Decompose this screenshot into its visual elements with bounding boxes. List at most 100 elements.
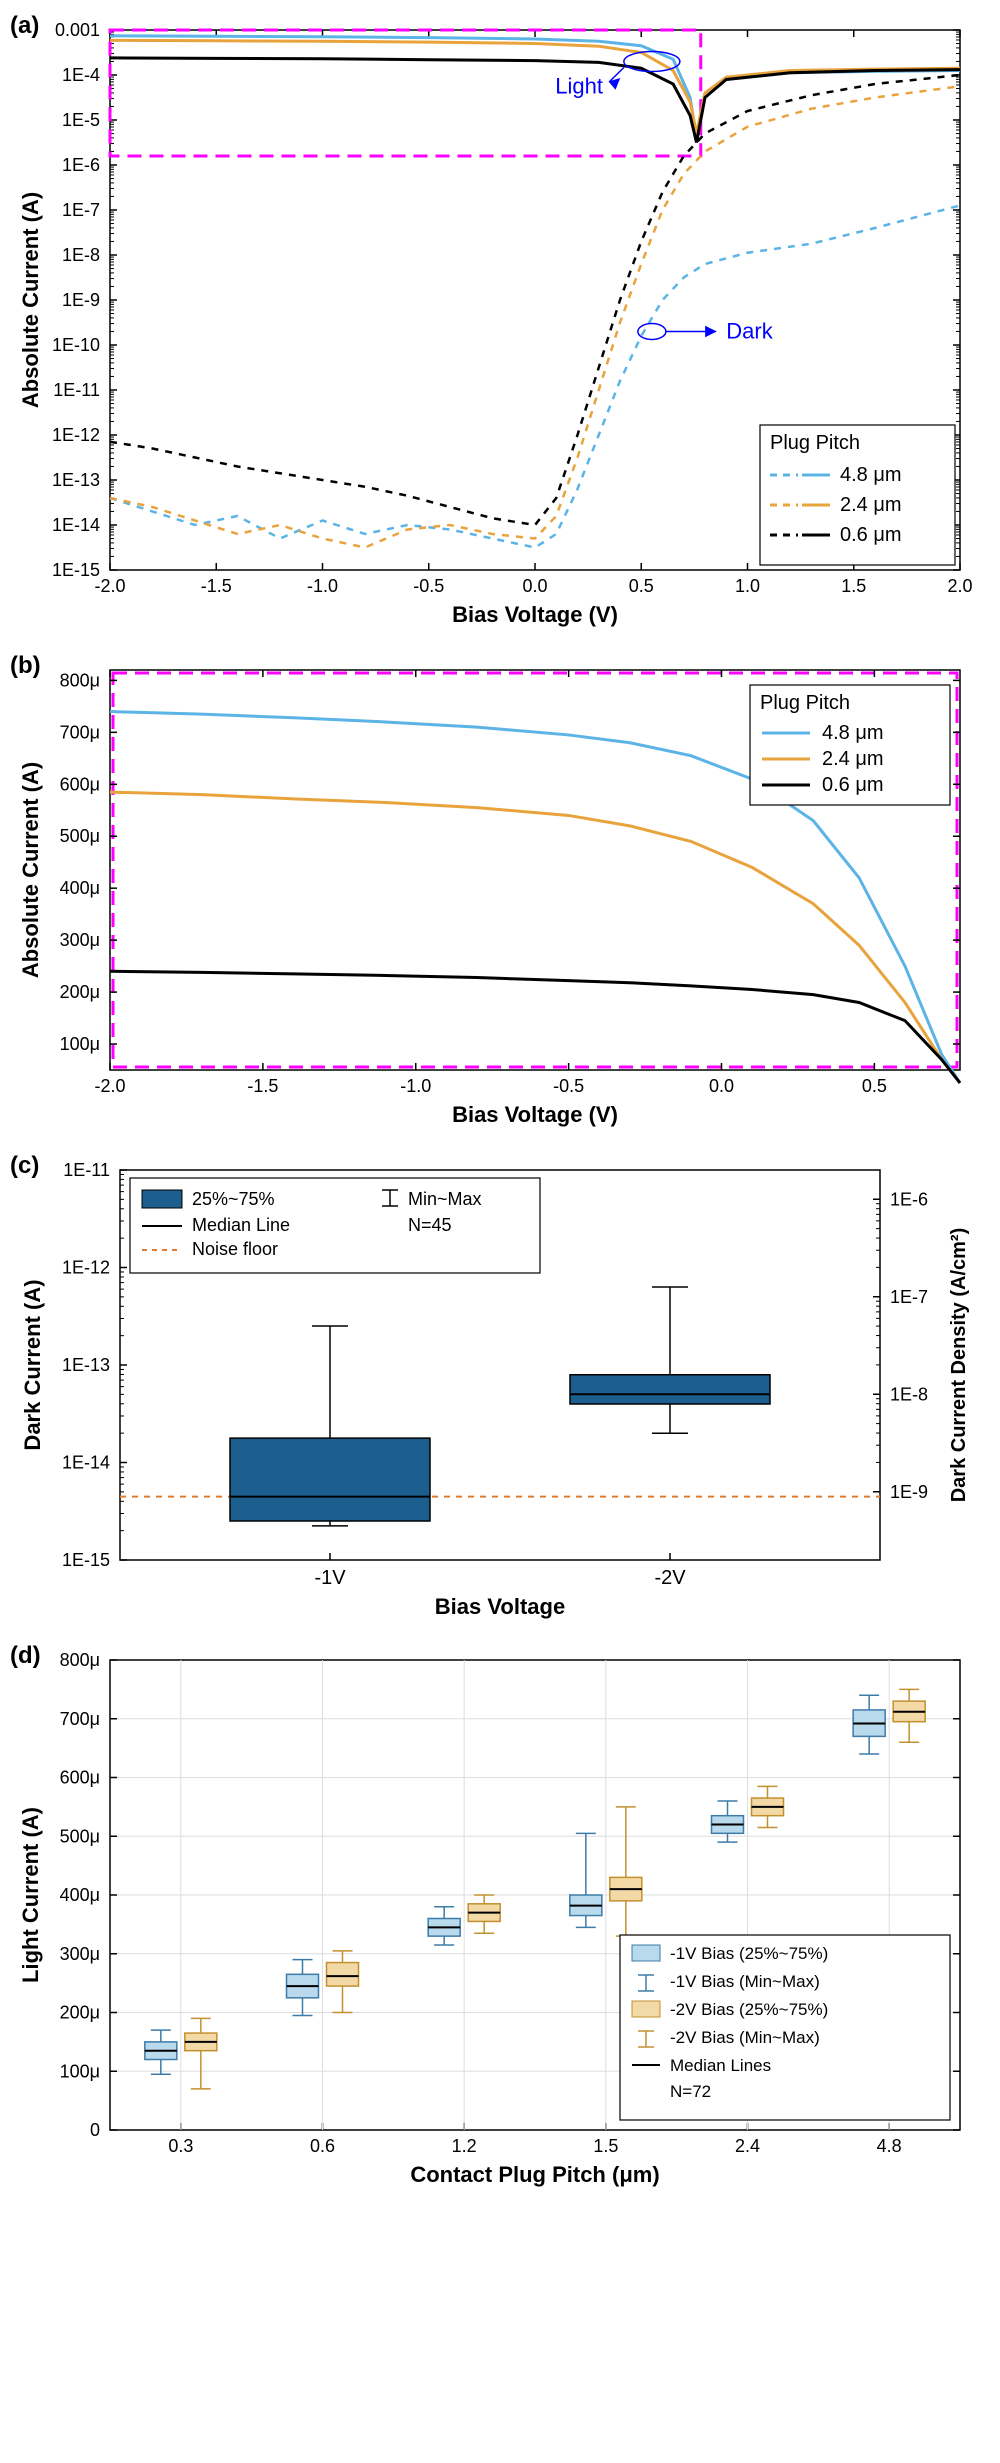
svg-text:4.8 μm: 4.8 μm [822, 722, 884, 744]
svg-text:-2V Bias (25%~75%): -2V Bias (25%~75%) [670, 2000, 828, 2019]
svg-text:-2V: -2V [654, 1567, 686, 1589]
svg-text:0.6 μm: 0.6 μm [840, 524, 902, 546]
svg-text:Plug Pitch: Plug Pitch [760, 692, 850, 714]
svg-text:700μ: 700μ [60, 1709, 100, 1729]
svg-text:-1V Bias (Min~Max): -1V Bias (Min~Max) [670, 1972, 820, 1991]
svg-text:200μ: 200μ [60, 982, 100, 1002]
svg-text:600μ: 600μ [60, 774, 100, 794]
svg-text:1E-11: 1E-11 [53, 380, 100, 400]
svg-text:1E-9: 1E-9 [62, 290, 100, 310]
panel-a-label: (a) [10, 12, 39, 40]
svg-text:100μ: 100μ [60, 1034, 100, 1054]
svg-text:Bias Voltage: Bias Voltage [435, 1594, 565, 1619]
svg-text:2.0: 2.0 [947, 576, 972, 596]
svg-text:Light Current (A): Light Current (A) [18, 1807, 43, 1983]
svg-text:Light: Light [555, 74, 603, 99]
svg-text:-1.0: -1.0 [307, 576, 338, 596]
panel-d-chart: 0 100μ 200μ 300μ 400μ 500μ 600μ 700μ 800μ 0.3 0.6 1… [10, 1640, 990, 2200]
svg-text:100μ: 100μ [60, 2061, 100, 2081]
svg-text:600μ: 600μ [60, 1768, 100, 1788]
svg-text:Median Lines: Median Lines [670, 2056, 771, 2075]
svg-text:1E-8: 1E-8 [890, 1384, 928, 1404]
svg-text:1E-14: 1E-14 [62, 1453, 110, 1473]
svg-text:1E-11: 1E-11 [63, 1160, 110, 1180]
svg-text:1E-8: 1E-8 [62, 245, 100, 265]
svg-text:2.4 μm: 2.4 μm [822, 748, 884, 770]
svg-text:Plug Pitch: Plug Pitch [770, 432, 860, 454]
svg-text:-0.5: -0.5 [553, 1076, 584, 1096]
panel-b: (b) -2.0 -1.5 -1.0 -0.5 0.0 0.5 100μ 200μ 300μ 40… [10, 650, 990, 1130]
svg-text:1E-7: 1E-7 [890, 1287, 928, 1307]
svg-text:-2V Bias (Min~Max): -2V Bias (Min~Max) [670, 2028, 820, 2047]
svg-text:0.001: 0.001 [55, 20, 100, 40]
svg-text:Bias Voltage (V): Bias Voltage (V) [452, 1102, 618, 1127]
svg-text:Min~Max: Min~Max [408, 1189, 482, 1209]
svg-text:0.5: 0.5 [862, 1076, 887, 1096]
svg-text:0.0: 0.0 [709, 1076, 734, 1096]
svg-text:-1.5: -1.5 [247, 1076, 278, 1096]
svg-text:1E-13: 1E-13 [52, 470, 100, 490]
svg-text:400μ: 400μ [60, 878, 100, 898]
svg-text:Median Line: Median Line [192, 1215, 290, 1235]
svg-text:1.5: 1.5 [841, 576, 866, 596]
svg-text:500μ: 500μ [60, 1826, 100, 1846]
svg-text:1E-5: 1E-5 [62, 110, 100, 130]
svg-text:Absolute Current (A): Absolute Current (A) [18, 762, 43, 978]
panel-a-chart: -2.0-1.5-1.0-0.50.00.51.01.52.01E-151E-1… [10, 10, 990, 630]
svg-text:4.8: 4.8 [877, 2136, 902, 2156]
svg-text:Dark Current Density (A/cm²): Dark Current Density (A/cm²) [948, 1228, 970, 1503]
svg-text:0.0: 0.0 [522, 576, 547, 596]
svg-text:1E-14: 1E-14 [52, 515, 100, 535]
svg-text:4.8 μm: 4.8 μm [840, 464, 902, 486]
svg-text:-2.0: -2.0 [94, 1076, 125, 1096]
svg-text:800μ: 800μ [60, 670, 100, 690]
svg-text:N=45: N=45 [408, 1215, 452, 1235]
svg-text:-1V: -1V [314, 1567, 346, 1589]
svg-text:Bias Voltage (V): Bias Voltage (V) [452, 602, 618, 627]
svg-text:Noise floor: Noise floor [192, 1239, 278, 1259]
svg-text:1E-9: 1E-9 [890, 1482, 928, 1502]
svg-text:0.5: 0.5 [629, 576, 654, 596]
svg-text:0.3: 0.3 [168, 2136, 193, 2156]
svg-text:700μ: 700μ [60, 722, 100, 742]
svg-text:-1.5: -1.5 [201, 576, 232, 596]
panel-b-chart: -2.0 -1.5 -1.0 -0.5 0.0 0.5 100μ 200μ 300μ 400μ 50… [10, 650, 990, 1130]
panel-c-chart: 1E-15 1E-14 1E-13 1E-12 1E-11 1E-9 1E-8 1E-7 1E-… [10, 1150, 990, 1620]
svg-text:Dark Current (A): Dark Current (A) [20, 1279, 45, 1450]
panel-c: (c) 1E-151E-141E-131E-121E-111E-91E-81E-… [10, 1150, 990, 1620]
svg-text:-1V Bias (25%~75%): -1V Bias (25%~75%) [670, 1944, 828, 1963]
svg-text:0.6: 0.6 [310, 2136, 335, 2156]
svg-text:1E-12: 1E-12 [52, 425, 100, 445]
svg-text:0.6 μm: 0.6 μm [822, 774, 884, 796]
svg-text:1E-6: 1E-6 [890, 1189, 928, 1209]
svg-text:500μ: 500μ [60, 826, 100, 846]
svg-text:1.2: 1.2 [452, 2136, 477, 2156]
svg-text:Dark: Dark [726, 319, 773, 344]
svg-text:800μ: 800μ [60, 1650, 100, 1670]
svg-text:Contact Plug Pitch (μm): Contact Plug Pitch (μm) [410, 2162, 659, 2187]
svg-text:1E-10: 1E-10 [52, 335, 100, 355]
svg-text:-1.0: -1.0 [400, 1076, 431, 1096]
svg-text:1E-12: 1E-12 [62, 1258, 110, 1278]
svg-text:N=72: N=72 [670, 2082, 711, 2101]
svg-text:1E-7: 1E-7 [62, 200, 100, 220]
svg-text:200μ: 200μ [60, 2003, 100, 2023]
svg-text:1E-15: 1E-15 [52, 560, 100, 580]
svg-text:1E-4: 1E-4 [62, 65, 100, 85]
svg-text:1E-13: 1E-13 [62, 1355, 110, 1375]
panel-c-label: (c) [10, 1152, 39, 1180]
svg-text:2.4: 2.4 [735, 2136, 760, 2156]
panel-d: (d) 0 100μ 200μ 300μ 400μ 500μ 600μ 700μ 800μ 0.3… [10, 1640, 990, 2200]
svg-text:300μ: 300μ [60, 930, 100, 950]
panel-a: (a) -2.0-1.5-1.0-0.50.00.51.01.52.01E-15… [10, 10, 990, 630]
svg-text:1.5: 1.5 [593, 2136, 618, 2156]
svg-text:400μ: 400μ [60, 1885, 100, 1905]
svg-text:25%~75%: 25%~75% [192, 1189, 275, 1209]
svg-text:1E-6: 1E-6 [62, 155, 100, 175]
svg-text:Absolute Current (A): Absolute Current (A) [18, 192, 43, 408]
svg-text:300μ: 300μ [60, 1944, 100, 1964]
svg-text:0: 0 [90, 2120, 100, 2140]
svg-text:1E-15: 1E-15 [62, 1550, 110, 1570]
panel-d-label: (d) [10, 1642, 41, 1670]
panel-b-label: (b) [10, 652, 41, 680]
